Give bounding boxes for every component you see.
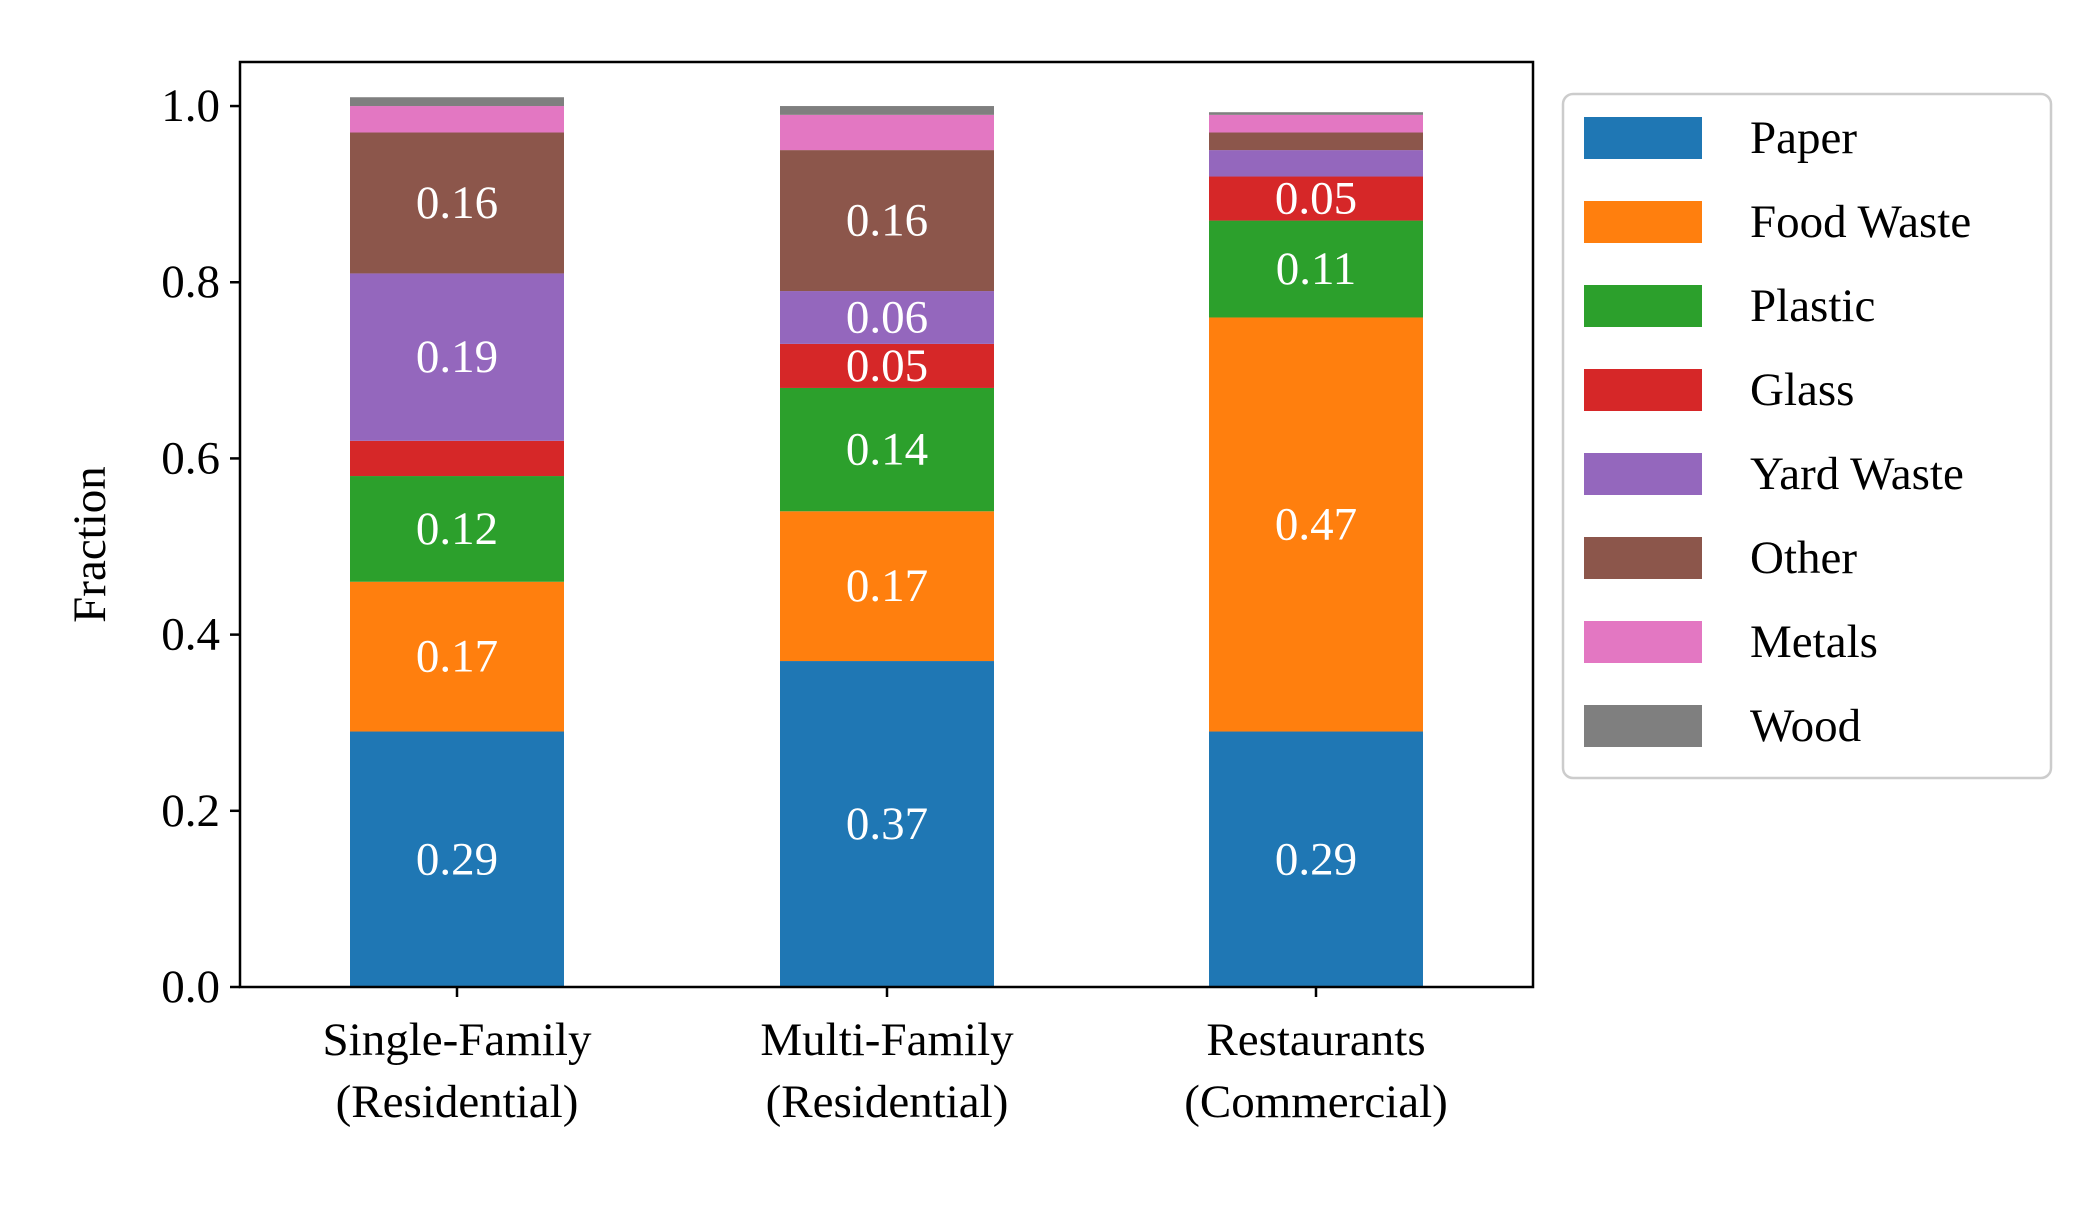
data-label-paper-3: 0.29 [1275, 833, 1357, 885]
y-tick-label: 0.6 [161, 432, 220, 484]
bar-segment-yard-waste-3 [1209, 150, 1423, 177]
legend-label-other: Other [1750, 532, 1857, 584]
legend-swatch-glass [1584, 369, 1702, 411]
bar-segment-wood-3 [1209, 112, 1423, 115]
y-tick-label: 0.2 [161, 785, 220, 837]
x-tick-label: (Commercial) [1184, 1076, 1448, 1128]
x-tick-label: (Residential) [766, 1076, 1009, 1128]
legend-swatch-food-waste [1584, 201, 1702, 243]
legend-label-wood: Wood [1750, 700, 1861, 752]
data-label-food-waste-1: 0.17 [416, 631, 498, 683]
legend-swatch-plastic [1584, 285, 1702, 327]
legend-swatch-other [1584, 537, 1702, 579]
legend-label-yard-waste: Yard Waste [1750, 448, 1964, 500]
data-label-plastic-1: 0.12 [416, 503, 498, 555]
y-tick-label: 0.8 [161, 256, 220, 308]
legend-label-plastic: Plastic [1750, 280, 1875, 332]
x-tick-label: Restaurants [1206, 1014, 1425, 1066]
data-label-paper-1: 0.29 [416, 833, 498, 885]
bar-segment-metals-3 [1209, 114, 1423, 133]
data-label-paper-2: 0.37 [846, 798, 928, 850]
bar-segment-paper-1 [350, 731, 564, 987]
x-tick-label: Single-Family [323, 1014, 592, 1066]
legend: Paper Food Waste Plastic Glass Yard Waste Oth… [1561, 92, 2053, 780]
bar-segment-yard-waste-1 [350, 273, 564, 441]
data-label-yard-waste-1: 0.19 [416, 331, 498, 383]
data-label-food-waste-2: 0.17 [846, 560, 928, 612]
bar-segment-food-waste-1 [350, 581, 564, 732]
legend-swatch-yard-waste [1584, 453, 1702, 495]
y-tick-label: 0.0 [161, 961, 220, 1013]
y-tick-label: 0.4 [161, 609, 220, 661]
bar-segment-wood-1 [350, 97, 564, 107]
y-tick-label: 1.0 [161, 80, 220, 132]
bar-segment-yard-waste-2 [780, 291, 994, 344]
bar-segment-glass-2 [780, 343, 994, 388]
data-label-plastic-3: 0.11 [1276, 243, 1357, 295]
legend-frame [1561, 92, 2053, 780]
legend-label-paper: Paper [1750, 112, 1857, 164]
legend-swatch-paper [1584, 117, 1702, 159]
bar-segment-metals-2 [780, 114, 994, 151]
bar-segment-food-waste-2 [780, 511, 994, 662]
legend-swatch-metals [1584, 621, 1702, 663]
data-label-yard-waste-2: 0.06 [846, 291, 928, 343]
data-label-glass-2: 0.05 [846, 340, 928, 392]
x-tick-label: (Residential) [336, 1076, 579, 1128]
data-label-food-waste-3: 0.47 [1275, 499, 1357, 551]
y-axis: 0.0 0.2 0.4 0.6 0.8 1.0 [161, 80, 240, 1013]
legend-label-food-waste: Food Waste [1750, 196, 1971, 248]
bar-segment-other-2 [780, 150, 994, 292]
bar-segment-wood-2 [780, 106, 994, 115]
bar-segment-other-1 [350, 132, 564, 274]
bar-segment-metals-1 [350, 106, 564, 133]
data-label-other-1: 0.16 [416, 177, 498, 229]
data-label-glass-3: 0.05 [1275, 173, 1357, 225]
data-labels-layer: 0.290.170.120.190.160.370.170.140.050.06… [416, 173, 1357, 886]
bar-segment-plastic-3 [1209, 220, 1423, 318]
legend-label-glass: Glass [1750, 364, 1854, 416]
x-axis: Single-Family (Residential) Multi-Family (R… [323, 987, 1448, 1128]
bars-layer [350, 97, 1423, 987]
bar-segment-paper-3 [1209, 731, 1423, 987]
bar-segment-paper-2 [780, 661, 994, 987]
bar-segment-plastic-1 [350, 476, 564, 582]
data-label-other-2: 0.16 [846, 195, 928, 247]
bar-segment-glass-1 [350, 440, 564, 477]
y-axis-title: Fraction [64, 466, 116, 623]
bar-segment-plastic-2 [780, 387, 994, 512]
legend-swatch-wood [1584, 705, 1702, 747]
bar-segment-glass-3 [1209, 176, 1423, 221]
data-label-plastic-2: 0.14 [846, 424, 928, 476]
bar-segment-food-waste-3 [1209, 317, 1423, 732]
bar-segment-other-3 [1209, 132, 1423, 151]
x-tick-label: Multi-Family [760, 1014, 1014, 1066]
legend-label-metals: Metals [1750, 616, 1878, 668]
